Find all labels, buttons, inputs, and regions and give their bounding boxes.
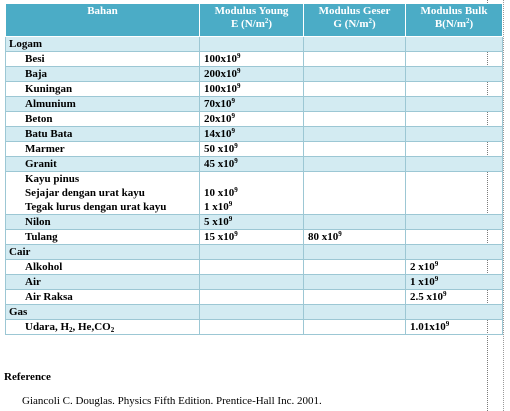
young-value: 70x109	[199, 96, 304, 112]
table-row: Almunium 70x109	[5, 96, 503, 112]
category-row-logam: Logam	[5, 36, 503, 52]
kayu-sejajar: Sejajar dengan urat kayu	[25, 187, 145, 199]
material-name: Beton	[5, 111, 200, 127]
table-row: Batu Bata 14x109	[5, 126, 503, 142]
material-name: Udara, H2, He,CO2	[5, 319, 200, 335]
table-row: Besi 100x109	[5, 51, 503, 67]
young-value: 200x109	[199, 66, 304, 82]
material-name: Baja	[5, 66, 200, 82]
young-value: 15 x109	[199, 229, 304, 245]
margin-guide-line-outer	[503, 0, 504, 411]
table-row: Beton 20x109	[5, 111, 503, 127]
material-name: Air	[5, 274, 200, 290]
young-value-kayu: 10 x109 1 x109	[199, 171, 304, 215]
table-row: Nilon 5 x109	[5, 214, 503, 230]
table-row-kayu: Kayu pinus Sejajar dengan urat kayu Tega…	[5, 171, 503, 215]
reference-heading: Reference	[4, 371, 51, 383]
table-row: Granit 45 x109	[5, 156, 503, 172]
young-value: 100x109	[199, 51, 304, 67]
moduli-table: Bahan Modulus Young E (N/m2) Modulus Gese…	[5, 3, 503, 335]
table-row: Kuningan 100x109	[5, 81, 503, 97]
header-bahan: Bahan	[5, 3, 200, 37]
bulk-value: 2 x109	[405, 259, 503, 275]
category-row-cair: Cair	[5, 244, 503, 260]
category-label: Cair	[5, 244, 200, 260]
material-name: Marmer	[5, 141, 200, 157]
material-name: Alkohol	[5, 259, 200, 275]
category-label: Gas	[5, 304, 200, 320]
young-value: 100x109	[199, 81, 304, 97]
material-name-kayu: Kayu pinus Sejajar dengan urat kayu Tega…	[5, 171, 200, 215]
bulk-value: 1 x109	[405, 274, 503, 290]
table-row: Baja 200x109	[5, 66, 503, 82]
reference-citation: Giancoli C. Douglas. Physics Fifth Editi…	[22, 395, 322, 407]
table-row: Tulang 15 x109 80 x109	[5, 229, 503, 245]
header-geser: Modulus Geser G (N/m2)	[303, 3, 406, 37]
shear-value: 80 x109	[303, 229, 406, 245]
table-header-row: Bahan Modulus Young E (N/m2) Modulus Gese…	[5, 3, 503, 37]
category-label: Logam	[5, 36, 200, 52]
bulk-value: 1.01x109	[405, 319, 503, 335]
material-name: Besi	[5, 51, 200, 67]
material-name: Batu Bata	[5, 126, 200, 142]
category-row-gas: Gas	[5, 304, 503, 320]
material-name: Tulang	[5, 229, 200, 245]
young-value: 20x109	[199, 111, 304, 127]
bulk-value: 2.5 x109	[405, 289, 503, 305]
table-row: Marmer 50 x109	[5, 141, 503, 157]
kayu-title: Kayu pinus	[25, 173, 80, 185]
material-name: Almunium	[5, 96, 200, 112]
material-name: Nilon	[5, 214, 200, 230]
material-name: Granit	[5, 156, 200, 172]
table-row: Alkohol 2 x109	[5, 259, 503, 275]
header-young: Modulus Young E (N/m2)	[199, 3, 304, 37]
young-value: 50 x109	[199, 141, 304, 157]
header-bulk: Modulus Bulk B(N/m2)	[405, 3, 503, 37]
table-row: Udara, H2, He,CO2 1.01x109	[5, 319, 503, 335]
material-name: Kuningan	[5, 81, 200, 97]
young-value: 45 x109	[199, 156, 304, 172]
material-name: Air Raksa	[5, 289, 200, 305]
young-value: 5 x109	[199, 214, 304, 230]
table-row: Air Raksa 2.5 x109	[5, 289, 503, 305]
kayu-tegak: Tegak lurus dengan urat kayu	[25, 201, 167, 213]
table-row: Air 1 x109	[5, 274, 503, 290]
young-value: 14x109	[199, 126, 304, 142]
